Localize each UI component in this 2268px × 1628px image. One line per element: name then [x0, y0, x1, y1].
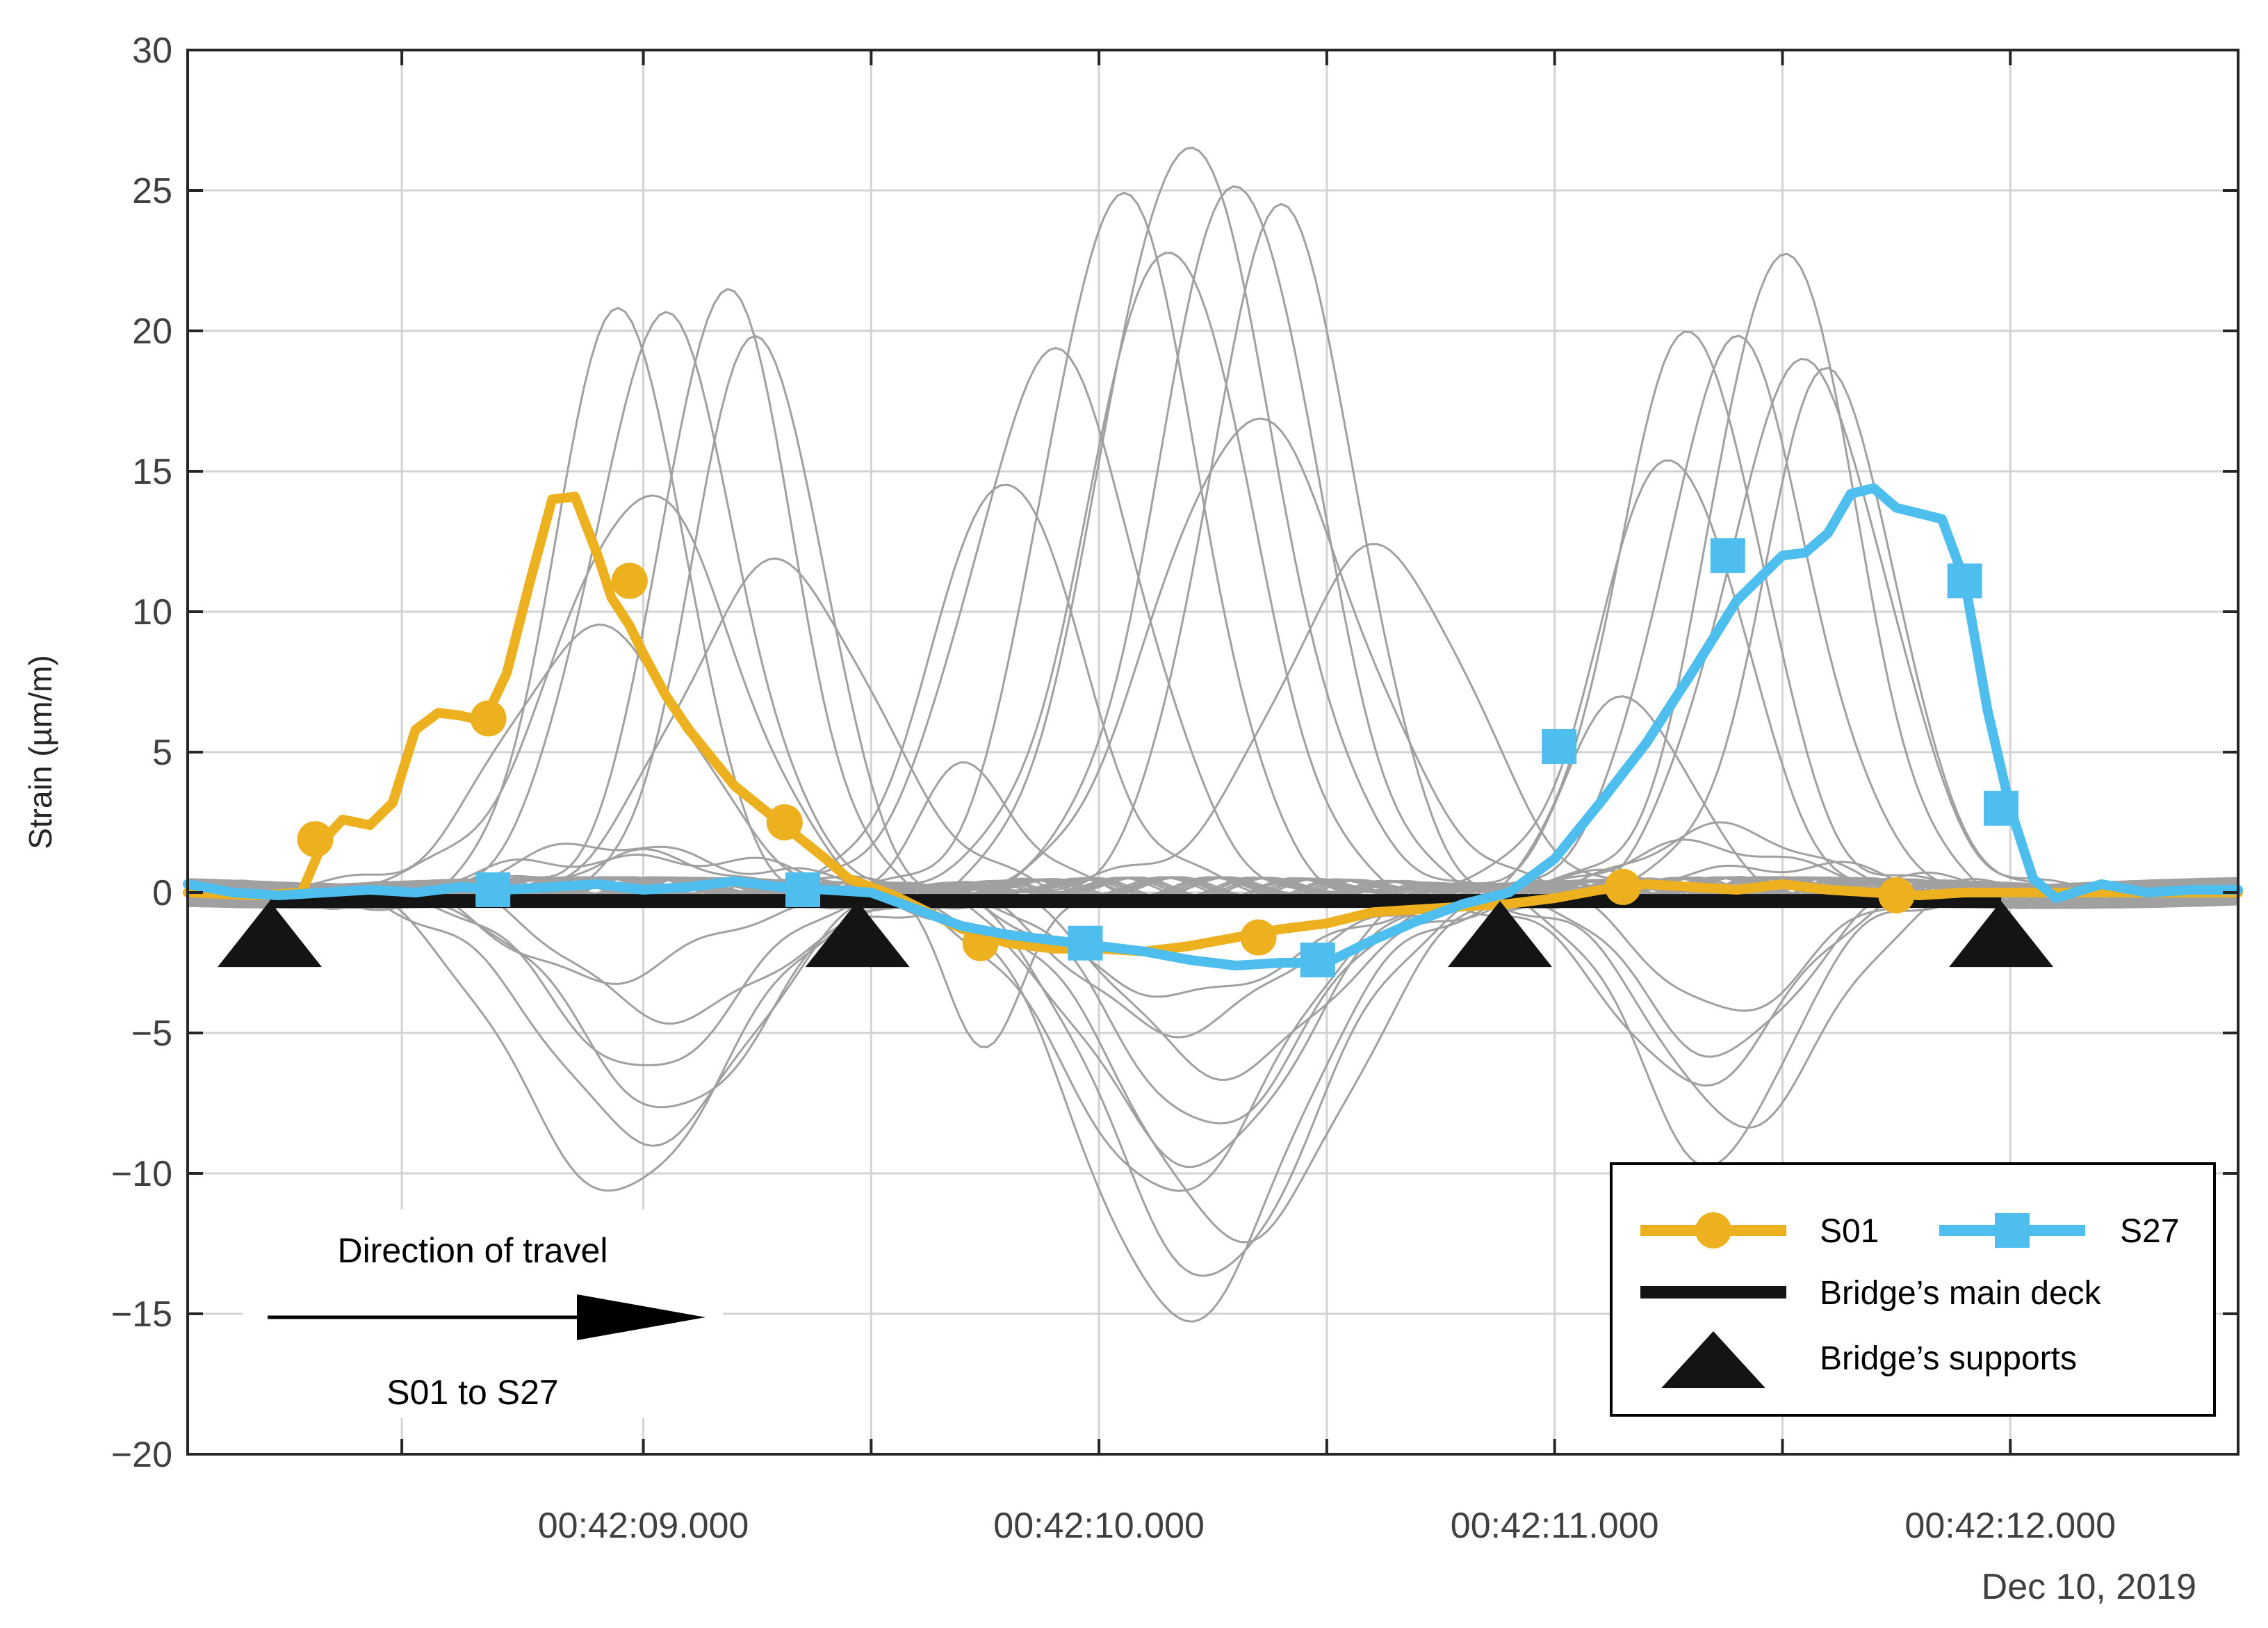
bridge-support-1 — [805, 901, 910, 968]
y-tick-label-3: −5 — [131, 1014, 172, 1054]
legend-s01-marker — [1695, 1212, 1731, 1248]
series-s27-marker-5 — [1710, 538, 1745, 573]
series-s01-marker-5 — [1240, 919, 1277, 956]
bridge-support-2 — [1448, 901, 1552, 968]
y-tick-label-7: 15 — [132, 452, 172, 492]
y-tick-label-4: 0 — [152, 873, 172, 913]
support-layer — [218, 901, 2054, 968]
series-s01-marker-1 — [470, 700, 507, 737]
legend-support-label: Bridge’s supports — [1820, 1340, 2077, 1377]
series-s27-marker-4 — [1542, 728, 1577, 764]
x-tick-label-0: 00:42:09.000 — [538, 1506, 749, 1546]
series-s27-marker-6 — [1947, 563, 1982, 599]
annotation-range-text: S01 to S27 — [386, 1373, 558, 1412]
series-s01-marker-3 — [766, 804, 803, 840]
y-tick-label-5: 5 — [152, 733, 172, 773]
series-s27-marker-7 — [1984, 790, 2019, 826]
legend-s27-marker — [1995, 1213, 2030, 1248]
ticks: −20 −15 −10 −5 0 5 10 15 20 25 30 00:42:09.000 00:42… — [111, 31, 2240, 1546]
series-s27-line — [183, 483, 2243, 970]
date-label: Dec 10, 2019 — [1982, 1567, 2196, 1607]
x-tick-label-3: 00:42:12.000 — [1904, 1506, 2116, 1546]
series-s27-marker-3 — [1300, 942, 1335, 977]
bridge-support-0 — [218, 901, 322, 968]
direction-arrow-head — [577, 1294, 705, 1340]
y-tick-label-1: −15 — [111, 1294, 172, 1335]
series-s27-marker-0 — [475, 872, 511, 907]
series-s01-marker-0 — [297, 821, 334, 858]
legend-s27-label: S27 — [2120, 1213, 2179, 1250]
x-tick-label-2: 00:42:11.000 — [1451, 1506, 1659, 1546]
y-tick-label-2: −10 — [111, 1154, 172, 1194]
y-tick-label-6: 10 — [132, 592, 172, 633]
series-s01-marker-7 — [1878, 877, 1915, 914]
series-s27-marker-2 — [1068, 925, 1103, 961]
legend-s01-label: S01 — [1820, 1213, 1879, 1250]
series-s27-marker-1 — [785, 872, 820, 907]
series-s01-marker-2 — [611, 562, 648, 599]
y-tick-label-9: 25 — [132, 171, 172, 211]
legend-support-icon — [1661, 1331, 1765, 1388]
y-tick-label-10: 30 — [132, 31, 172, 71]
bridge-support-3 — [1949, 901, 2054, 968]
y-tick-label-0: −20 — [111, 1435, 172, 1475]
series-s01-marker-6 — [1605, 868, 1641, 905]
legend: S01 S27 Bridge’s main deck Bridge’s supp… — [1610, 1162, 2216, 1417]
y-tick-label-8: 20 — [132, 311, 172, 352]
x-tick-label-1: 00:42:10.000 — [993, 1506, 1205, 1546]
legend-deck-label: Bridge’s main deck — [1820, 1275, 2102, 1312]
y-axis-label: Strain (µm/m) — [22, 655, 58, 849]
annotation-direction-text: Direction of travel — [337, 1231, 607, 1270]
direction-annotation: Direction of travel S01 to S27 — [243, 1210, 723, 1418]
series-layer — [183, 483, 2243, 977]
